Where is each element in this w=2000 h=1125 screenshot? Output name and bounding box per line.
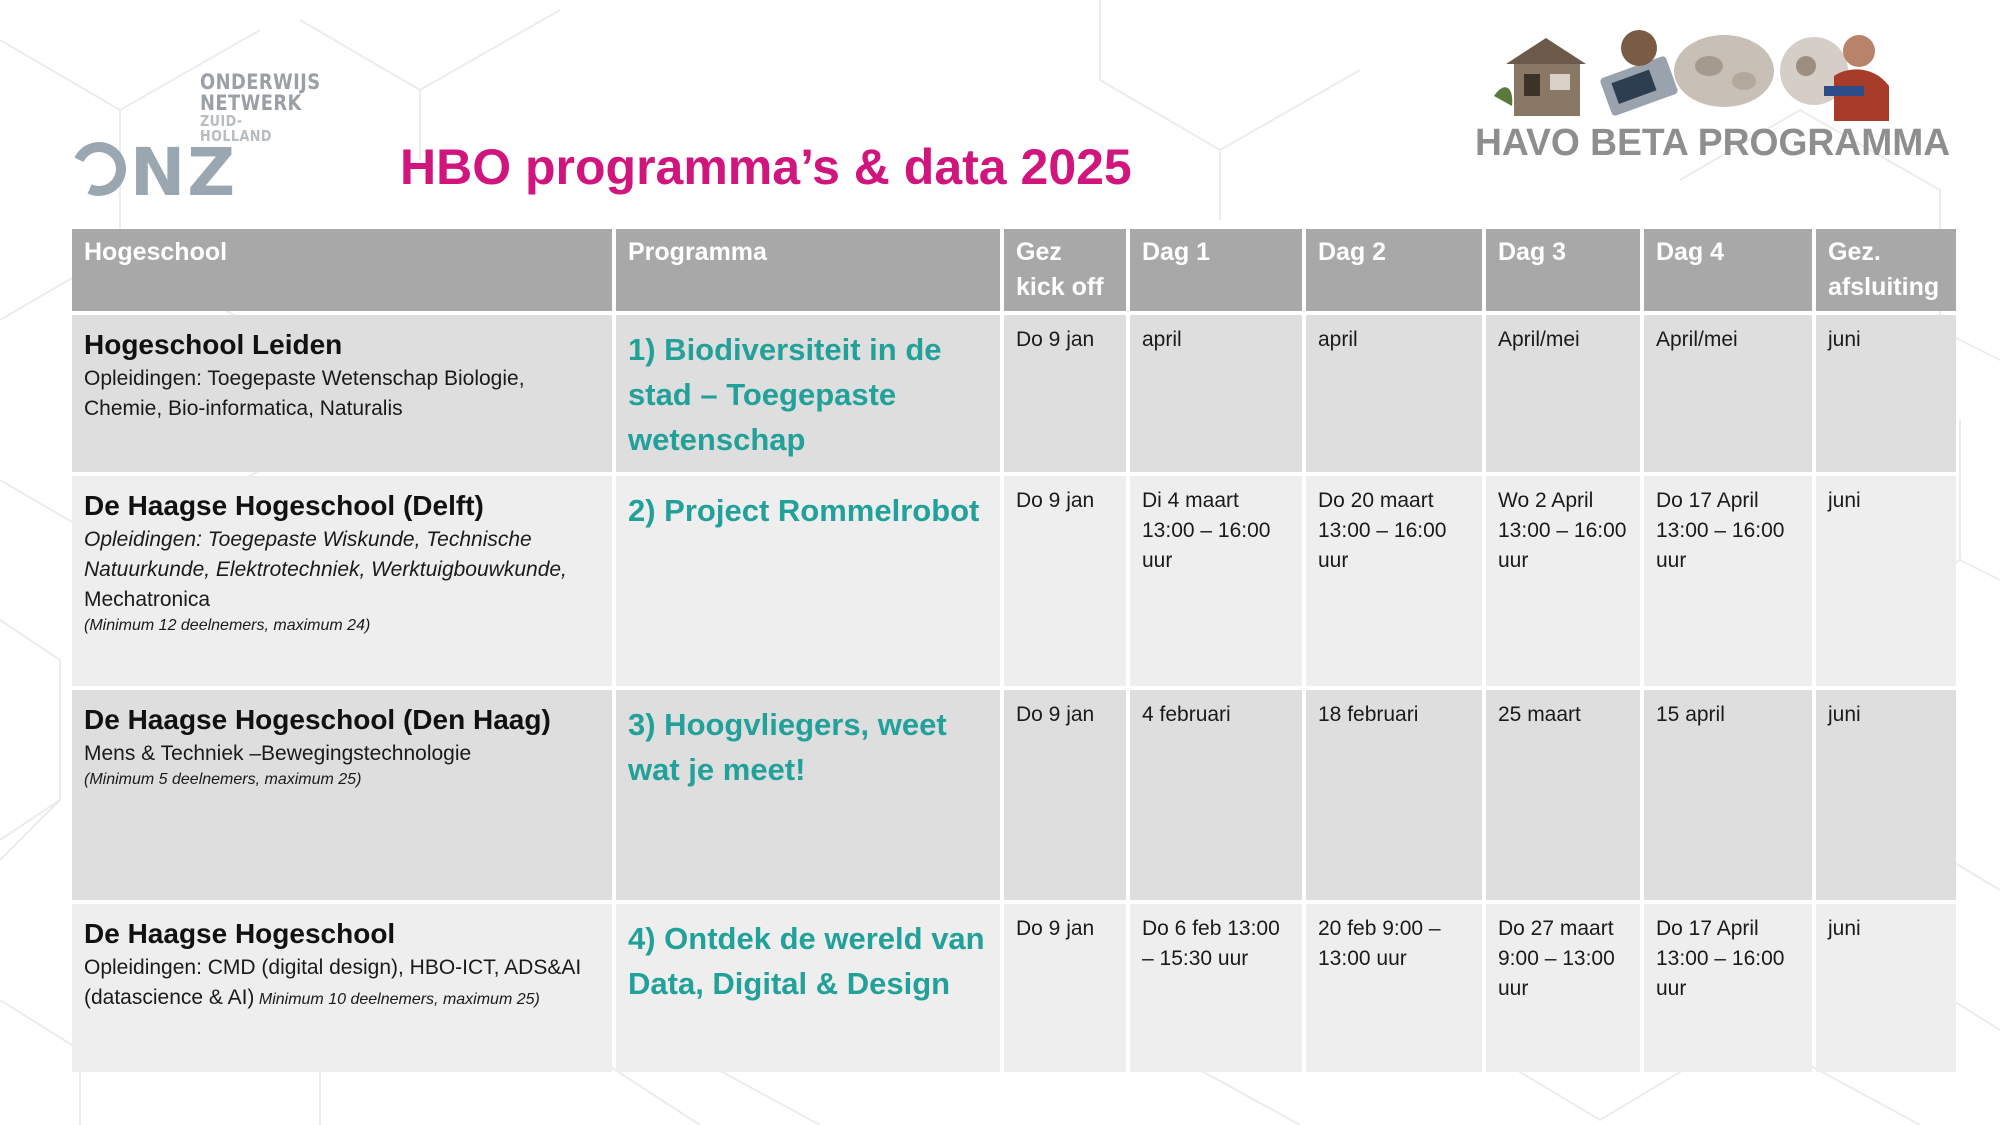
havo-beta-logo: HAVO BETA PROGRAMMA	[1470, 26, 1950, 166]
header-afsluiting: Gez. afsluiting	[1816, 229, 1956, 311]
school-cell: De Haagse Hogeschool Opleidingen: CMD (d…	[72, 904, 612, 1072]
school-description-italic: Opleidingen: Toegepaste Wiskunde, Techni…	[84, 528, 567, 581]
dag1-cell: april	[1130, 315, 1302, 472]
program-cell: 4) Ontdek de wereld van Data, Digital & …	[616, 904, 1000, 1072]
program-cell: 3) Hoogvliegers, weet wat je meet!	[616, 690, 1000, 900]
table-row: De Haagse Hogeschool (Delft) Opleidingen…	[72, 476, 1956, 686]
header-programma: Programma	[616, 229, 1000, 311]
dag2-cell: april	[1306, 315, 1482, 472]
table-row: Hogeschool Leiden Opleidingen: Toegepast…	[72, 315, 1956, 472]
table-row: De Haagse Hogeschool Opleidingen: CMD (d…	[72, 904, 1956, 1072]
program-title: 1) Biodiversiteit in de stad – Toegepast…	[628, 332, 942, 457]
dag4-cell: April/mei	[1644, 315, 1812, 472]
onz-logo-ring	[64, 134, 134, 204]
header-dag2: Dag 2	[1306, 229, 1482, 311]
dag1-cell: Di 4 maart 13:00 – 16:00 uur	[1130, 476, 1302, 686]
onz-logo-line3: ZUID-HOLLAND	[200, 112, 272, 145]
onz-logo-line1: ONDERWIJS	[200, 70, 321, 94]
school-participants-note: Minimum 10 deelnemers, maximum 25)	[254, 991, 540, 1008]
school-description: Mens & Techniek –Bewegingstechnologie	[84, 742, 472, 765]
header-dag3: Dag 3	[1486, 229, 1640, 311]
program-title: 4) Ontdek de wereld van Data, Digital & …	[628, 921, 985, 1001]
school-cell: Hogeschool Leiden Opleidingen: Toegepast…	[72, 315, 612, 472]
school-name: De Haagse Hogeschool (Den Haag)	[84, 704, 551, 735]
dag2-cell: 20 feb 9:00 – 13:00 uur	[1306, 904, 1482, 1072]
dag2-cell: 18 februari	[1306, 690, 1482, 900]
havo-beta-collage-image	[1494, 30, 1889, 121]
afsluiting-cell: juni	[1816, 690, 1956, 900]
school-description-text: Opleidingen: CMD (digital design), HBO-I…	[84, 956, 582, 1009]
havo-beta-logo-label: HAVO BETA PROGRAMMA	[1475, 122, 1951, 164]
kickoff-cell: Do 9 jan	[1004, 690, 1126, 900]
program-title: 3) Hoogvliegers, weet wat je meet!	[628, 707, 947, 787]
dag2-cell: Do 20 maart 13:00 – 16:00 uur	[1306, 476, 1482, 686]
school-name: De Haagse Hogeschool	[84, 918, 396, 949]
program-cell: 2) Project Rommelrobot	[616, 476, 1000, 686]
dag3-cell: 25 maart	[1486, 690, 1640, 900]
dag3-cell: Do 27 maart 9:00 – 13:00 uur	[1486, 904, 1640, 1072]
school-participants-note: (Minimum 5 deelnemers, maximum 25)	[84, 771, 362, 788]
header-dag1: Dag 1	[1130, 229, 1302, 311]
dag4-cell: Do 17 April 13:00 – 16:00 uur	[1644, 476, 1812, 686]
dag4-cell: Do 17 April 13:00 – 16:00 uur	[1644, 904, 1812, 1072]
school-cell: De Haagse Hogeschool (Den Haag) Mens & T…	[72, 690, 612, 900]
table-row: De Haagse Hogeschool (Den Haag) Mens & T…	[72, 690, 1956, 900]
dag1-cell: 4 februari	[1130, 690, 1302, 900]
school-cell: De Haagse Hogeschool (Delft) Opleidingen…	[72, 476, 612, 686]
dag4-cell: 15 april	[1644, 690, 1812, 900]
header-kickoff: Gez kick off	[1004, 229, 1126, 311]
onz-logo-line2: NETWERK	[200, 91, 302, 115]
table-header-row: Hogeschool Programma Gez kick off Dag 1 …	[72, 229, 1956, 311]
kickoff-cell: Do 9 jan	[1004, 476, 1126, 686]
afsluiting-cell: juni	[1816, 904, 1956, 1072]
dag3-cell: Wo 2 April 13:00 – 16:00 uur	[1486, 476, 1640, 686]
header-dag4: Dag 4	[1644, 229, 1812, 311]
school-name: De Haagse Hogeschool (Delft)	[84, 490, 484, 521]
onz-logo-text: ONDERWIJS NETWERK ZUID-HOLLAND	[200, 70, 321, 145]
dag1-cell: Do 6 feb 13:00 – 15:30 uur	[1130, 904, 1302, 1072]
school-description: Opleidingen: Toegepaste Wiskunde, Techni…	[84, 525, 600, 615]
school-description-tail: Mechatronica	[84, 588, 211, 611]
schedule-table: Hogeschool Programma Gez kick off Dag 1 …	[68, 225, 1960, 1076]
school-name: Hogeschool Leiden	[84, 329, 343, 360]
kickoff-cell: Do 9 jan	[1004, 315, 1126, 472]
kickoff-cell: Do 9 jan	[1004, 904, 1126, 1072]
program-cell: 1) Biodiversiteit in de stad – Toegepast…	[616, 315, 1000, 472]
program-title: 2) Project Rommelrobot	[628, 493, 980, 528]
page-title: HBO programma’s & data 2025	[400, 139, 1132, 195]
afsluiting-cell: juni	[1816, 476, 1956, 686]
onz-logo-letters: NZ	[130, 134, 238, 211]
school-participants-note: (Minimum 12 deelnemers, maximum 24)	[84, 617, 371, 634]
afsluiting-cell: juni	[1816, 315, 1956, 472]
onz-logo-mark: NZ	[64, 134, 247, 211]
school-description: Opleidingen: Toegepaste Wetenschap Biolo…	[84, 367, 525, 420]
school-description: Opleidingen: CMD (digital design), HBO-I…	[84, 953, 600, 1015]
header-hogeschool: Hogeschool	[72, 229, 612, 311]
dag3-cell: April/mei	[1486, 315, 1640, 472]
